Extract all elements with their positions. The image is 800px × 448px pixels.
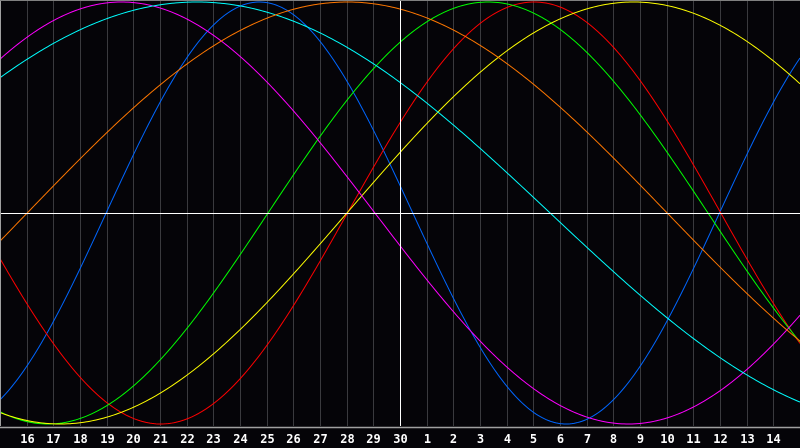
x-tick-label: 4 — [504, 432, 511, 446]
axes — [0, 0, 800, 429]
x-tick-label: 25 — [260, 432, 274, 446]
x-tick-label: 24 — [233, 432, 247, 446]
x-tick-label: 13 — [740, 432, 754, 446]
x-tick-label: 30 — [393, 432, 407, 446]
x-tick-label: 16 — [20, 432, 34, 446]
x-tick-label: 9 — [637, 432, 644, 446]
x-tick-label: 27 — [313, 432, 327, 446]
x-tick-label: 6 — [557, 432, 564, 446]
x-tick-label: 10 — [660, 432, 674, 446]
x-tick-label: 14 — [766, 432, 780, 446]
x-tick-label: 21 — [153, 432, 167, 446]
x-tick-label: 11 — [686, 432, 700, 446]
x-tick-label: 1 — [424, 432, 431, 446]
x-tick-label: 23 — [206, 432, 220, 446]
x-tick-label: 29 — [366, 432, 380, 446]
x-tick-label: 20 — [126, 432, 140, 446]
x-tick-label: 8 — [610, 432, 617, 446]
x-tick-label: 19 — [100, 432, 114, 446]
x-tick-label: 28 — [340, 432, 354, 446]
x-tick-label: 7 — [584, 432, 591, 446]
x-tick-label: 3 — [477, 432, 484, 446]
x-tick-label: 2 — [450, 432, 457, 446]
x-tick-label: 5 — [530, 432, 537, 446]
x-tick-labels: 16 17 18 19 20 21 22 23 24 25 26 27 28 29 30 1 2 3 4 5 6 7 8 9 1… — [20, 432, 780, 446]
x-tick-label: 18 — [73, 432, 87, 446]
x-tick-label: 26 — [286, 432, 300, 446]
x-tick-label: 17 — [46, 432, 60, 446]
x-tick-label: 22 — [180, 432, 194, 446]
x-tick-label: 12 — [713, 432, 727, 446]
